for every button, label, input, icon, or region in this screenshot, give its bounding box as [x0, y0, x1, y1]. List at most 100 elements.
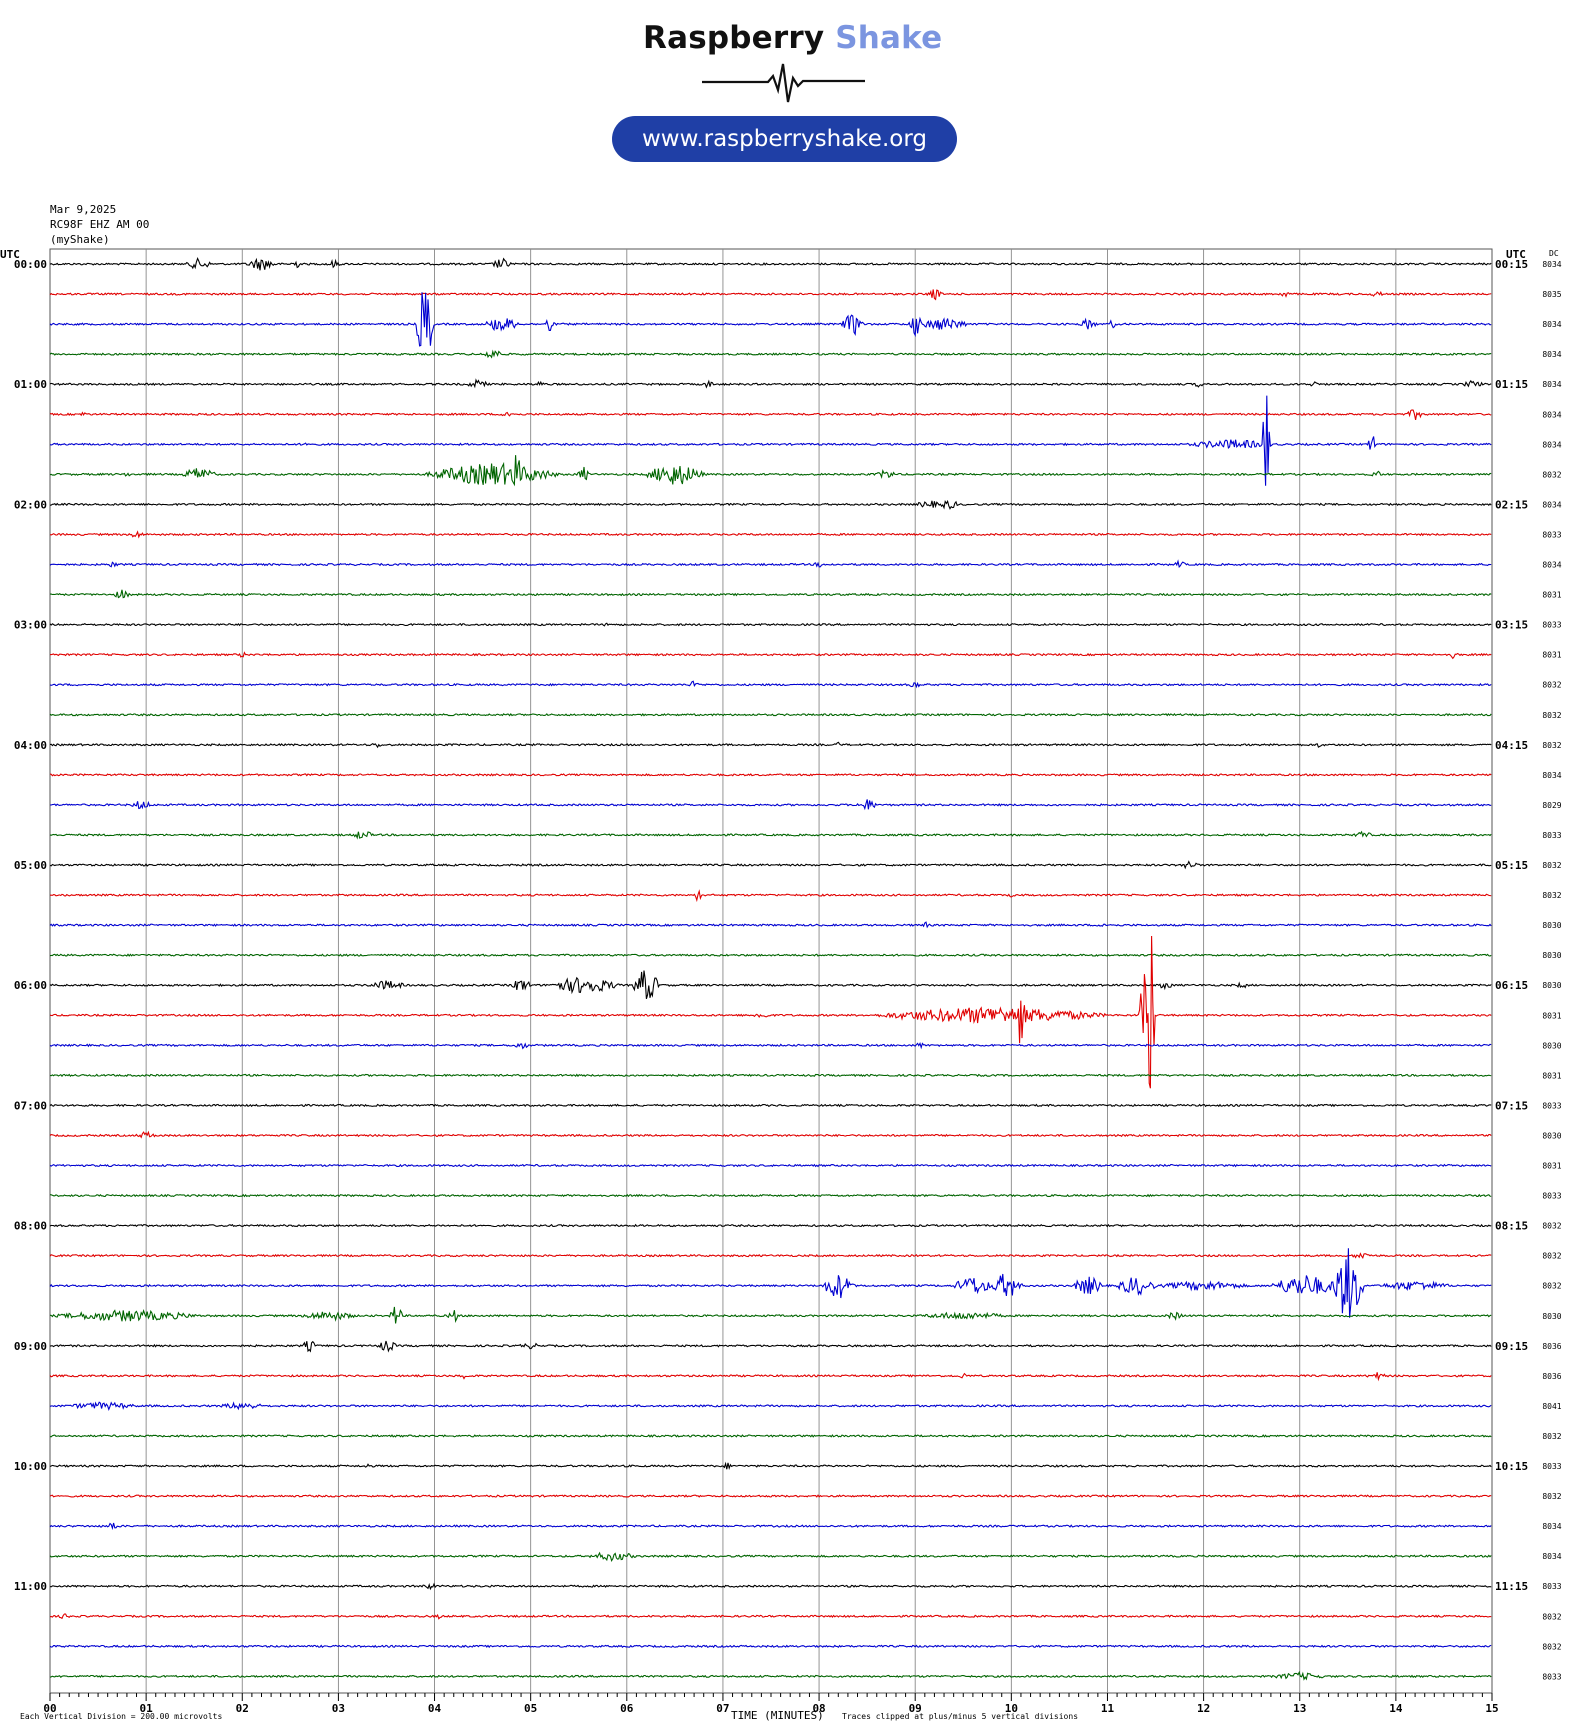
dc-value-23: 8030 — [1542, 951, 1561, 960]
right-axis-title: UTC — [1506, 248, 1526, 261]
right-time-0: 00:15 — [1495, 258, 1528, 271]
right-time-9: 09:15 — [1495, 1340, 1528, 1353]
right-time-3: 03:15 — [1495, 619, 1528, 632]
dc-value-39: 8032 — [1542, 1432, 1561, 1441]
trace-row-23 — [49, 953, 1492, 957]
dc-value-35: 8030 — [1542, 1312, 1561, 1321]
dc-value-19: 8033 — [1542, 831, 1561, 840]
trace-row-33 — [49, 1252, 1492, 1260]
dc-value-43: 8034 — [1542, 1552, 1561, 1561]
trace-row-22 — [49, 921, 1492, 929]
x-tick-label-0: 00 — [43, 1702, 56, 1715]
x-tick-label-8: 08 — [812, 1702, 825, 1715]
dc-value-7: 8032 — [1542, 470, 1561, 479]
seismic-traces — [49, 257, 1492, 1681]
dc-value-26: 8030 — [1542, 1041, 1561, 1050]
dc-value-5: 8034 — [1542, 410, 1561, 419]
dc-value-45: 8032 — [1542, 1612, 1561, 1621]
dc-value-47: 8033 — [1542, 1672, 1561, 1681]
trace-row-46 — [49, 1644, 1492, 1649]
x-tick-label-5: 05 — [524, 1702, 537, 1715]
dc-value-44: 8033 — [1542, 1582, 1561, 1591]
dc-value-25: 8031 — [1542, 1011, 1561, 1020]
trace-row-41 — [49, 1494, 1492, 1498]
left-time-10: 10:00 — [14, 1460, 47, 1473]
x-tick-label-10: 10 — [1005, 1702, 1018, 1715]
right-time-8: 08:15 — [1495, 1220, 1528, 1233]
right-time-6: 06:15 — [1495, 979, 1528, 992]
dc-value-27: 8031 — [1542, 1071, 1561, 1080]
trace-row-20 — [49, 860, 1492, 870]
right-time-1: 01:15 — [1495, 378, 1528, 391]
dc-value-41: 8032 — [1542, 1492, 1561, 1501]
dc-value-29: 8030 — [1542, 1131, 1561, 1140]
brand-name-part2: Shake — [835, 20, 943, 56]
trace-row-19 — [49, 830, 1492, 840]
trace-row-12 — [49, 622, 1492, 627]
dc-value-3: 8034 — [1542, 350, 1561, 359]
brand-name-part1: Raspberry — [643, 20, 825, 56]
dc-value-2: 8034 — [1542, 320, 1561, 329]
dc-value-8: 8034 — [1542, 500, 1561, 509]
trace-row-42 — [49, 1522, 1492, 1531]
dc-axis-title: DC — [1549, 249, 1559, 258]
trace-row-43 — [49, 1551, 1492, 1563]
dc-value-9: 8033 — [1542, 530, 1561, 539]
plot-frame — [49, 248, 1493, 1694]
trace-row-4 — [49, 378, 1492, 389]
right-time-7: 07:15 — [1495, 1099, 1528, 1112]
trace-row-27 — [49, 1073, 1492, 1078]
x-tick-label-2: 02 — [236, 1702, 249, 1715]
trace-row-0 — [49, 257, 1492, 271]
trace-row-45 — [49, 1613, 1492, 1620]
left-time-2: 02:00 — [14, 498, 47, 511]
trace-row-28 — [49, 1103, 1492, 1108]
dc-value-6: 8034 — [1542, 440, 1561, 449]
left-time-3: 03:00 — [14, 619, 47, 632]
trace-row-31 — [49, 1193, 1492, 1198]
x-tick-label-9: 09 — [909, 1702, 922, 1715]
brand-url-link[interactable]: www.raspberryshake.org — [612, 116, 957, 162]
dc-value-18: 8029 — [1542, 801, 1561, 810]
trace-row-37 — [49, 1372, 1492, 1382]
left-time-1: 01:00 — [14, 378, 47, 391]
trace-row-21 — [50, 889, 1492, 903]
dc-value-33: 8032 — [1542, 1252, 1561, 1261]
trace-row-15 — [49, 712, 1492, 717]
dc-value-36: 8036 — [1542, 1342, 1561, 1351]
trace-row-8 — [49, 499, 1492, 510]
dc-value-31: 8033 — [1542, 1192, 1561, 1201]
x-axis-title: TIME (MINUTES) — [731, 1709, 824, 1722]
trace-row-30 — [49, 1163, 1492, 1168]
trace-row-5 — [49, 409, 1492, 421]
trace-row-36 — [49, 1340, 1492, 1353]
dc-value-30: 8031 — [1542, 1162, 1561, 1171]
dc-value-13: 8031 — [1542, 651, 1561, 660]
dc-value-15: 8032 — [1542, 711, 1561, 720]
axis-labels: 8034 8035 8034 8034 8034 8034 8034 8032 8034 8033… — [0, 248, 1562, 1715]
trace-row-26 — [49, 1041, 1492, 1050]
dc-value-38: 8041 — [1542, 1402, 1561, 1411]
trace-row-16 — [49, 741, 1492, 749]
dc-value-21: 8032 — [1542, 891, 1561, 900]
x-tick-label-7: 07 — [716, 1702, 729, 1715]
trace-row-11 — [50, 589, 1492, 599]
trace-row-3 — [49, 349, 1492, 359]
trace-row-18 — [50, 799, 1492, 811]
dc-value-0: 8034 — [1542, 260, 1561, 269]
dc-value-10: 8034 — [1542, 561, 1561, 570]
dc-value-11: 8031 — [1542, 591, 1561, 600]
recording-date: Mar 9,2025 — [50, 203, 117, 216]
trace-row-24 — [49, 970, 1492, 999]
trace-row-44 — [49, 1582, 1492, 1591]
clip-note: Traces clipped at plus/minus 5 vertical … — [842, 1712, 1079, 1721]
x-tick-label-12: 12 — [1197, 1702, 1210, 1715]
x-tick-label-15: 15 — [1485, 1702, 1498, 1715]
brand-title: Raspberry Shake — [643, 20, 942, 56]
x-tick-label-6: 06 — [620, 1702, 634, 1715]
trace-row-6 — [49, 395, 1492, 486]
left-axis-title: UTC — [0, 248, 20, 261]
trace-row-39 — [49, 1434, 1492, 1438]
trace-row-47 — [49, 1670, 1492, 1681]
data-source: (myShake) — [50, 233, 110, 246]
